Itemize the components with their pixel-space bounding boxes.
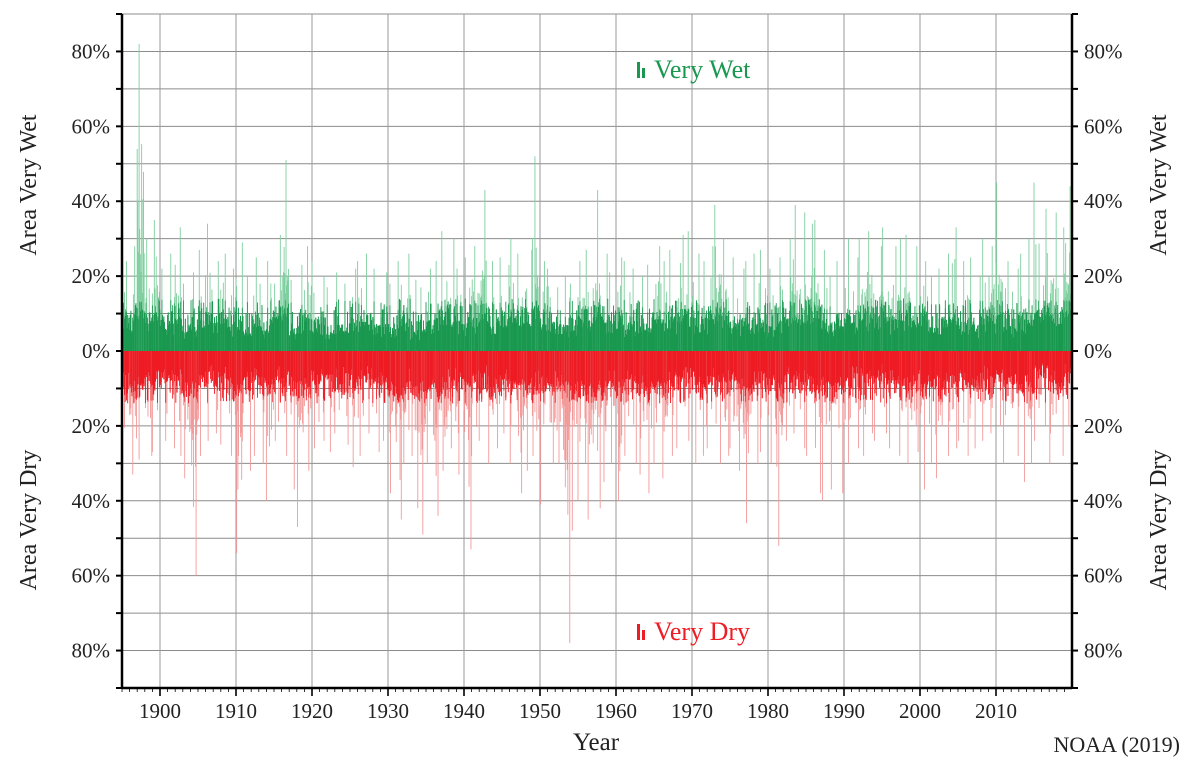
series-very-dry	[121, 351, 1072, 644]
series-very-wet	[121, 43, 1072, 351]
